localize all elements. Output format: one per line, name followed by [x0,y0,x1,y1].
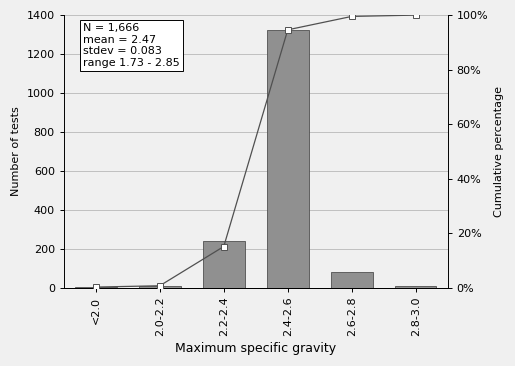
Bar [75,287,116,288]
Bar [267,30,308,288]
Bar [139,286,181,288]
Bar [331,272,372,288]
Y-axis label: Cumulative percentage: Cumulative percentage [494,86,504,217]
Y-axis label: Number of tests: Number of tests [11,107,21,196]
Bar [395,286,437,288]
X-axis label: Maximum specific gravity: Maximum specific gravity [175,342,336,355]
Text: N = 1,666
mean = 2.47
stdev = 0.083
range 1.73 - 2.85: N = 1,666 mean = 2.47 stdev = 0.083 rang… [83,23,180,68]
Bar [203,241,245,288]
